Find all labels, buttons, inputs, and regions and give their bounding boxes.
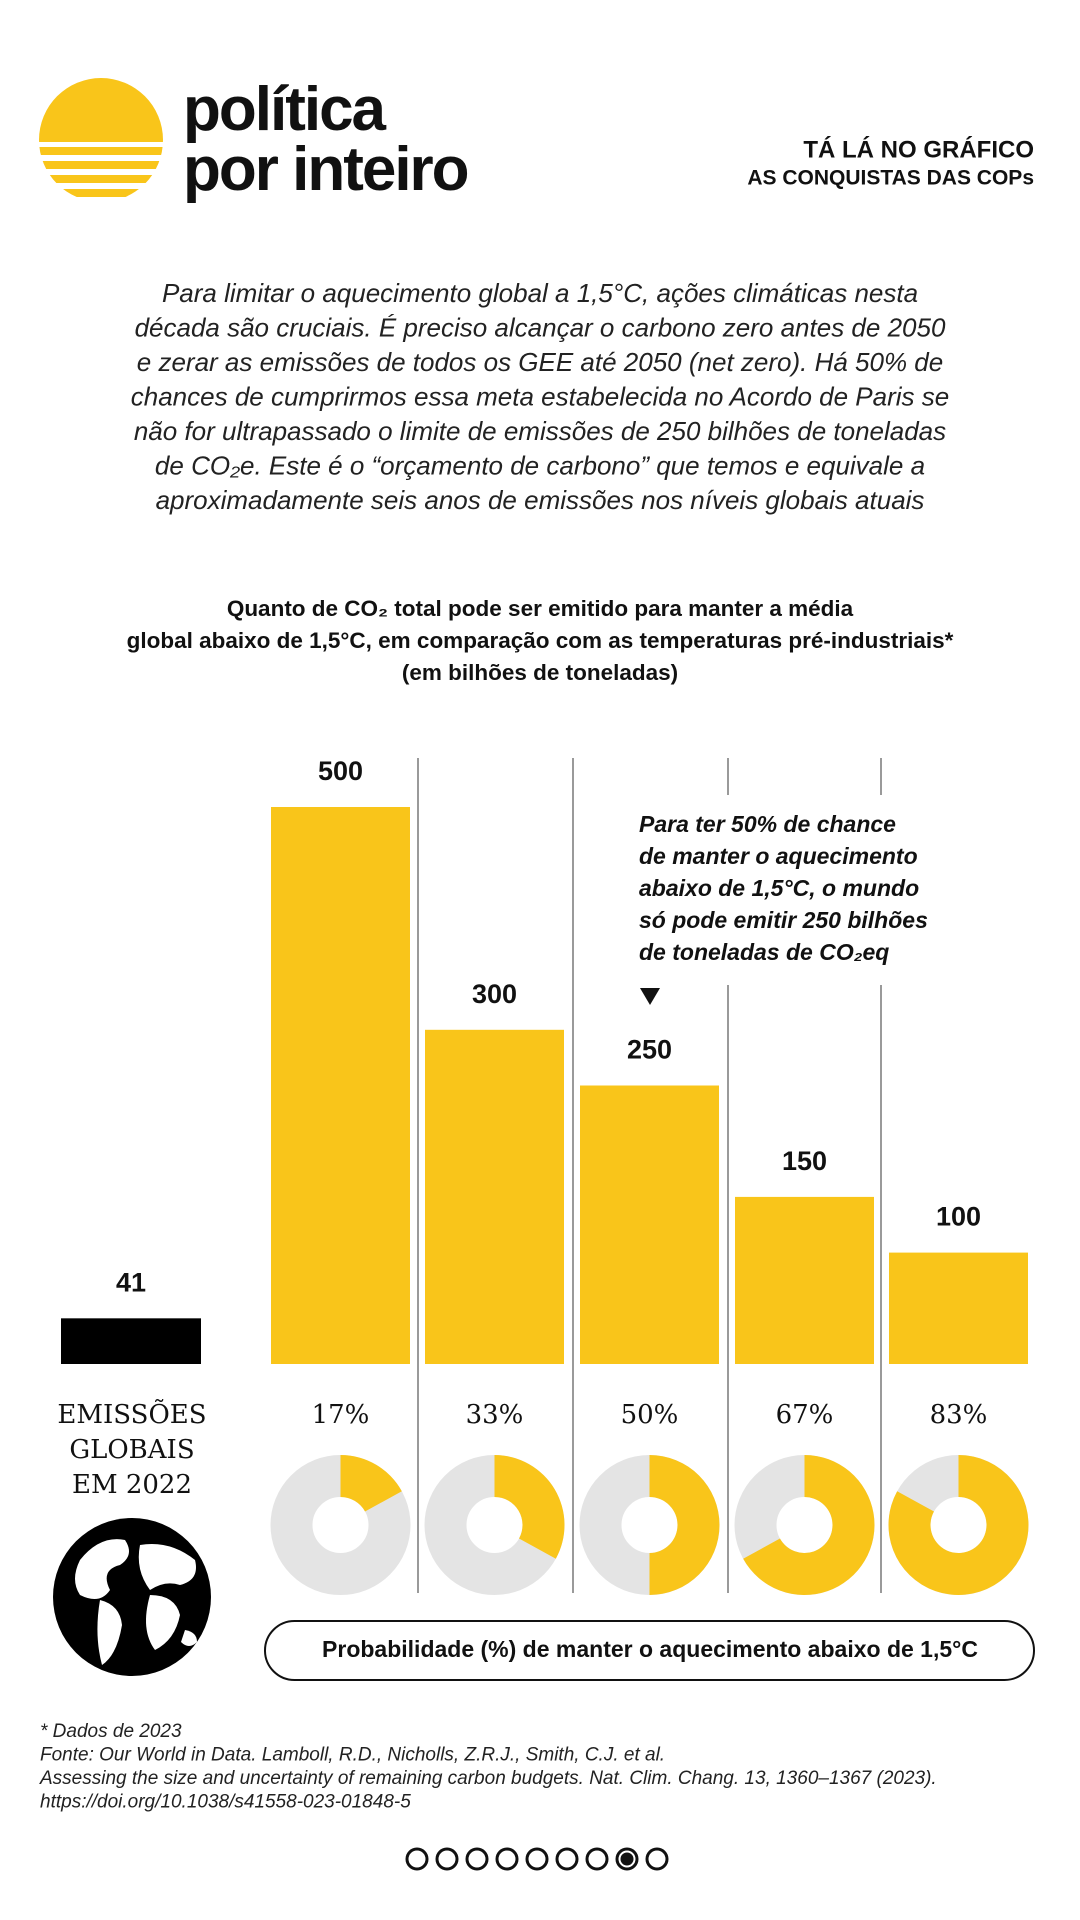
bar <box>889 1252 1028 1364</box>
chart-title: Quanto de CO₂ total pode ser emitido par… <box>227 596 854 621</box>
reference-label: EM 2022 <box>72 1470 192 1500</box>
probability-label: 83% <box>930 1400 988 1430</box>
separators <box>417 758 882 1593</box>
donut-segment <box>888 1455 1029 1596</box>
intro-text: e zerar as emissões de todos os GEE até … <box>137 347 943 377</box>
reference-label: EMISSÕES <box>57 1398 206 1430</box>
tagline: TÁ LÁ NO GRÁFICO <box>803 135 1034 163</box>
pagination <box>405 1847 669 1871</box>
bar <box>271 807 410 1364</box>
value-label: 100 <box>936 1202 981 1232</box>
intro-text: década são cruciais. É preciso alcançar … <box>135 312 946 342</box>
chart-title: global abaixo de 1,5°C, em comparação co… <box>127 628 954 653</box>
chart-subtitle: (em bilhões de toneladas) <box>402 660 678 685</box>
value-label: 300 <box>472 979 517 1009</box>
annotation: abaixo de 1,5°C, o mundo <box>639 875 919 901</box>
footnote: * Dados de 2023 <box>40 1721 182 1742</box>
probability-label: 67% <box>776 1400 834 1430</box>
annotation: Para ter 50% de chance <box>639 811 896 837</box>
tagline: AS CONQUISTAS DAS COPs <box>747 167 1034 190</box>
annotation-arrow <box>640 988 660 1005</box>
value-label: 41 <box>116 1267 146 1297</box>
intro-text: Para limitar o aquecimento global a 1,5°… <box>162 278 918 308</box>
bar <box>580 1085 719 1364</box>
annotation: de toneladas de CO₂eq <box>639 939 889 965</box>
donut-segment <box>649 1455 720 1595</box>
bar <box>425 1029 564 1364</box>
reference-label: GLOBAIS <box>69 1435 194 1465</box>
footnote: Fonte: Our World in Data. Lamboll, R.D.,… <box>40 1745 665 1766</box>
brand: política <box>183 75 387 144</box>
value-label: 150 <box>782 1146 827 1176</box>
annotation: só pode emitir 250 bilhões <box>639 907 928 933</box>
probability-label: 17% <box>312 1400 370 1430</box>
brand: por inteiro <box>183 135 468 204</box>
donut-segment <box>743 1455 875 1596</box>
probability-label: 50% <box>621 1400 679 1430</box>
bar <box>61 1318 201 1364</box>
globe <box>53 1518 211 1676</box>
legend-label: Probabilidade (%) de manter o aqueciment… <box>322 1636 978 1662</box>
logo <box>39 78 163 197</box>
intro-text: não for ultrapassado o limite de emissõe… <box>134 416 946 446</box>
footnote: https://doi.org/10.1038/s41558-023-01848… <box>40 1792 411 1813</box>
donut-segment <box>494 1455 565 1559</box>
intro-text: chances de cumprirmos essa meta estabele… <box>131 381 949 411</box>
donut-segment <box>340 1455 402 1512</box>
intro-text: de CO₂e. Este é o “orçamento de carbono”… <box>155 450 925 480</box>
intro-text: aproximadamente seis anos de emissões no… <box>156 485 925 515</box>
value-label: 500 <box>318 756 363 786</box>
legend-pill <box>264 1620 1035 1681</box>
footnote: Assessing the size and uncertainty of re… <box>39 1768 937 1789</box>
probability-label: 33% <box>466 1400 524 1430</box>
value-label: 250 <box>627 1035 672 1065</box>
bar <box>735 1196 874 1364</box>
annotation: de manter o aquecimento <box>639 843 918 869</box>
